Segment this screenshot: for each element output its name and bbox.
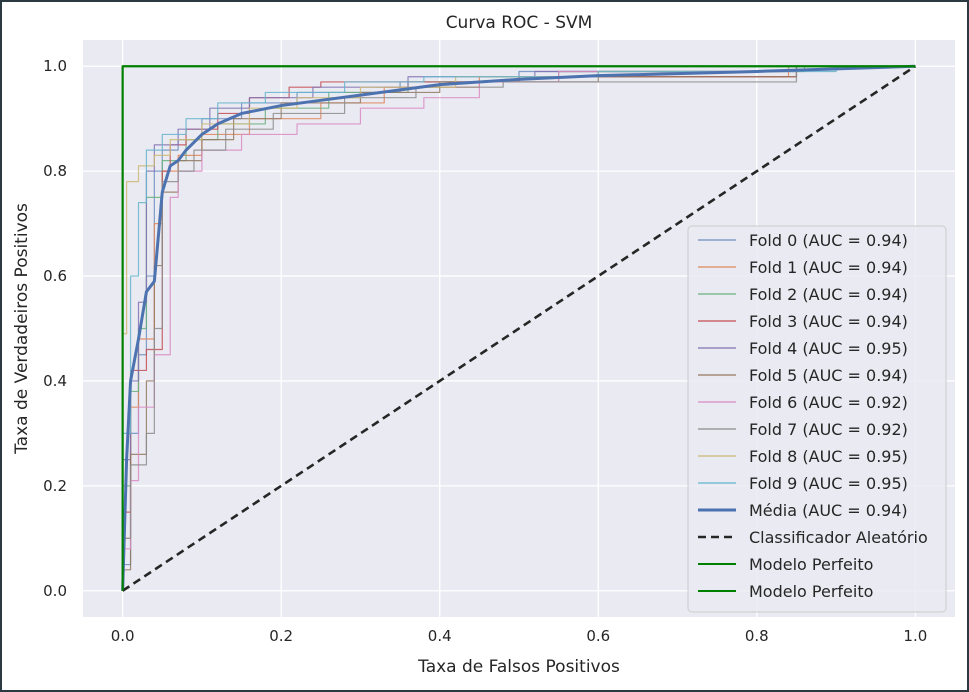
x-tick-label: 0.2 [269,627,293,645]
y-tick-label: 0.2 [43,477,67,495]
series-line-13 [121,65,916,591]
legend-label-2: Fold 2 (AUC = 0.94) [749,285,908,304]
legend-label-9: Fold 9 (AUC = 0.95) [749,474,908,493]
y-tick-label: 0.8 [43,162,67,180]
x-tick-label: 1.0 [903,627,927,645]
y-tick-labels: 0.0 0.2 0.4 0.6 0.8 1.0 [43,57,67,600]
x-axis-title: Taxa de Falsos Positivos [417,657,620,677]
legend-label-6: Fold 6 (AUC = 0.92) [749,393,908,412]
legend-label-5: Fold 5 (AUC = 0.94) [749,366,908,385]
series-line-10 [121,64,916,591]
x-tick-label: 0.8 [745,627,769,645]
x-tick-label: 0.4 [428,627,452,645]
legend-label-3: Fold 3 (AUC = 0.94) [749,312,908,331]
legend-label-13: Modelo Perfeito [749,582,873,601]
y-tick-label: 0.0 [43,582,67,600]
legend-label-11: Classificador Aleatório [749,528,928,547]
series-line-7 [122,65,916,591]
legend-label-1: Fold 1 (AUC = 0.94) [749,258,908,277]
y-axis-title: Taxa de Verdadeiros Positivos [12,203,32,455]
x-tick-label: 0.6 [586,627,610,645]
y-tick-label: 0.4 [43,372,67,390]
legend-box [687,225,947,613]
legend-label-0: Fold 0 (AUC = 0.94) [749,231,908,250]
legend-label-4: Fold 4 (AUC = 0.95) [749,339,908,358]
legend-label-12: Modelo Perfeito [749,555,873,574]
legend-label-8: Fold 8 (AUC = 0.95) [749,447,908,466]
legend-label-10: Média (AUC = 0.94) [749,501,908,520]
series-layer [121,64,917,592]
legend: Fold 0 (AUC = 0.94) Fold 1 (AUC = 0.94) Fo… [687,225,947,613]
series-line-11 [121,65,917,592]
x-tick-label: 0.0 [111,627,135,645]
y-tick-label: 1.0 [43,57,67,75]
y-tick-label: 0.6 [43,267,67,285]
x-tick-labels: 0.0 0.2 0.4 0.6 0.8 1.0 [111,627,928,645]
chart-title: Curva ROC - SVM [446,13,593,33]
legend-label-7: Fold 7 (AUC = 0.92) [749,420,908,439]
